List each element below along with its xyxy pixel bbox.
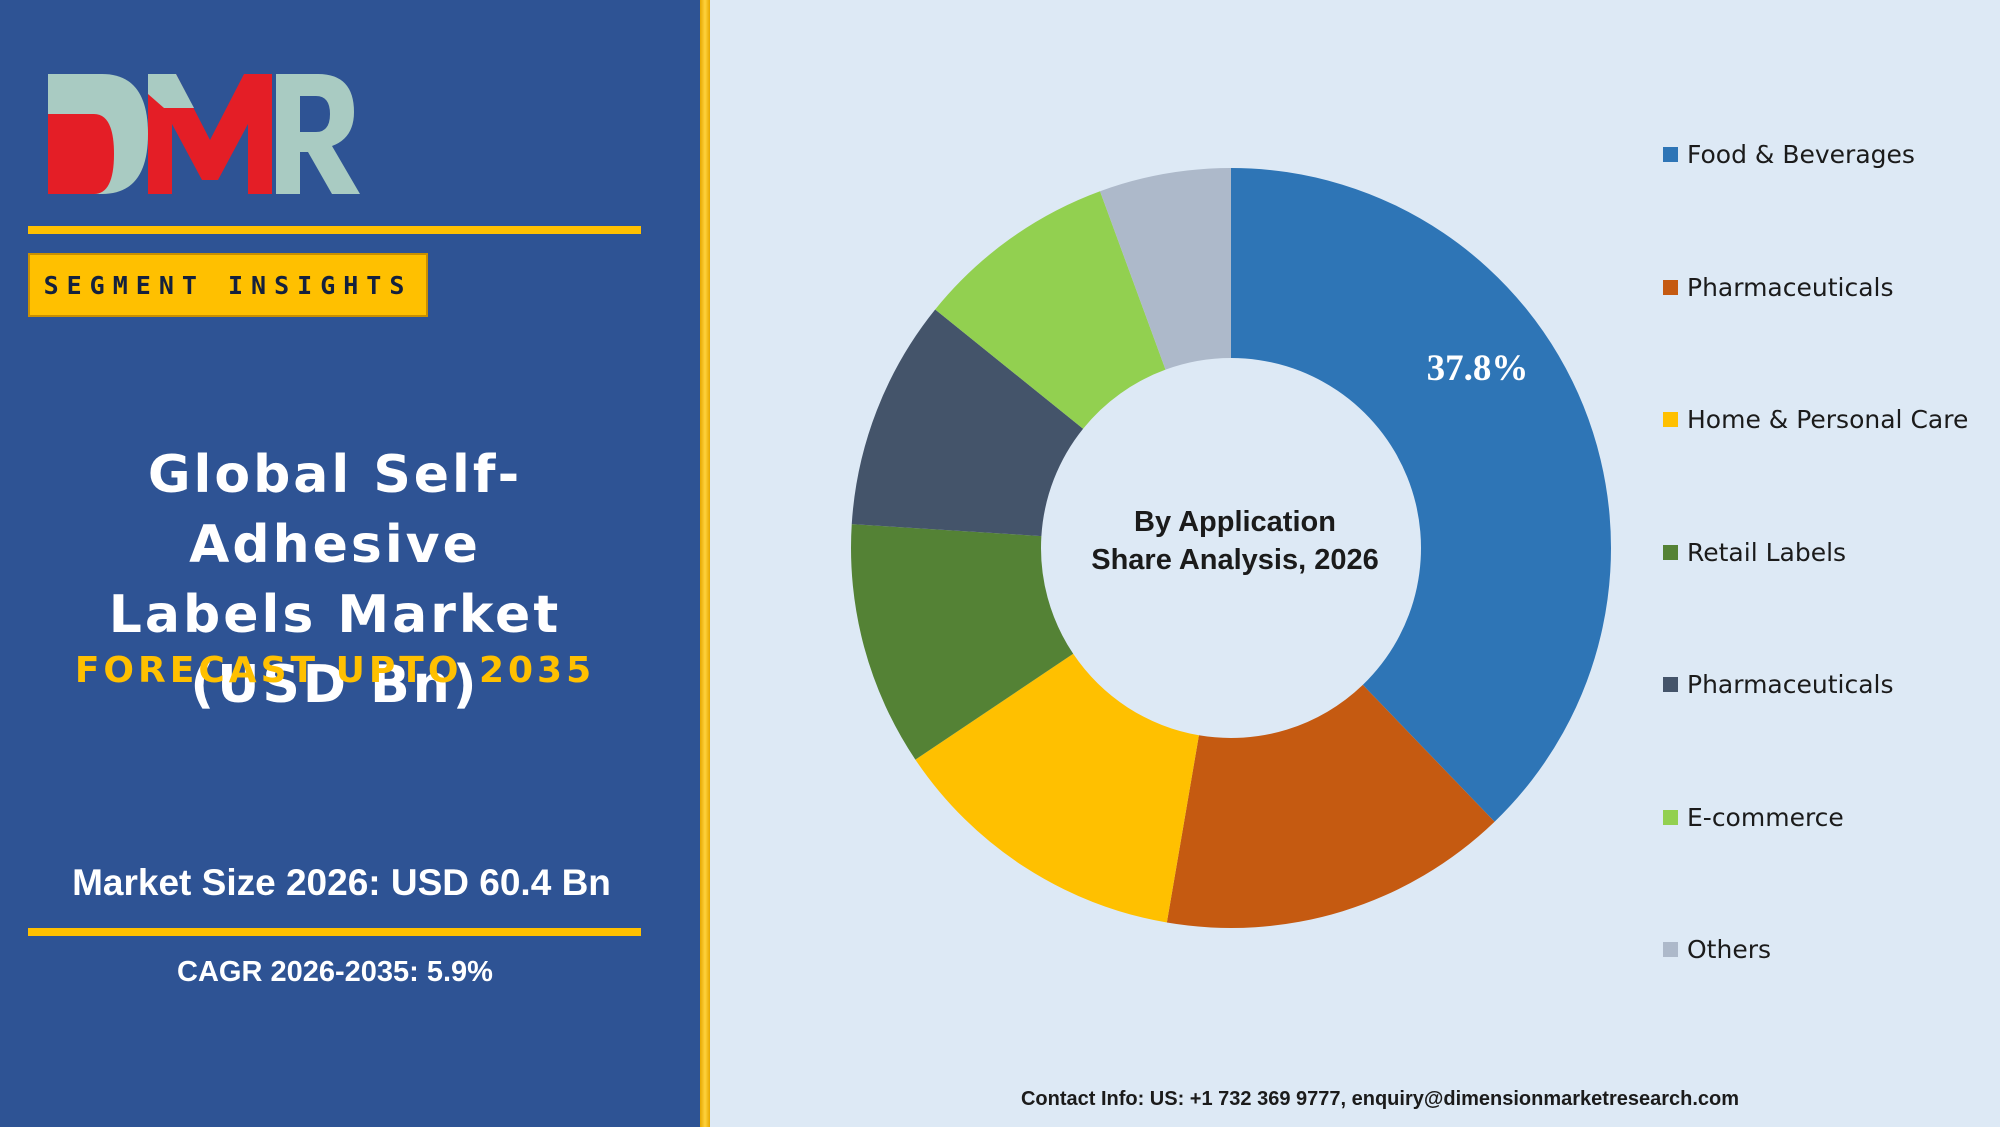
- bottom-gold-rule: [28, 928, 641, 936]
- legend-item-pharmaceuticals-1: Pharmaceuticals: [1663, 273, 1894, 302]
- contact-info: Contact Info: US: +1 732 369 9777, enqui…: [1020, 1088, 1740, 1110]
- legend-label: Others: [1687, 935, 1772, 964]
- legend-item-food-beverages-0: Food & Beverages: [1663, 140, 1915, 169]
- segment-insights-badge: SEGMENT INSIGHTS: [28, 253, 428, 317]
- dmr-logo: [48, 74, 360, 194]
- legend-label: Pharmaceuticals: [1687, 272, 1894, 302]
- legend-label: Home & Personal Care: [1687, 405, 1969, 434]
- donut-slices: [850, 168, 1611, 928]
- legend-swatch: [1663, 677, 1678, 692]
- legend-swatch: [1663, 147, 1678, 162]
- legend-label: Retail Labels: [1687, 537, 1847, 567]
- market-title: Global Self-Adhesive Labels Market (USD …: [20, 440, 650, 720]
- market-title-line3: (USD Bn): [190, 655, 480, 715]
- legend-label: Pharmaceuticals: [1687, 670, 1894, 699]
- legend-item-home-personal-care-2: Home & Personal Care: [1663, 405, 1968, 434]
- market-size: Market Size 2026: USD 60.4 Bn: [72, 862, 611, 903]
- slice-e-commerce-5: [935, 191, 1166, 429]
- cagr: CAGR 2026-2035: 5.9%: [177, 956, 493, 988]
- center-label-line1: By Application: [1134, 506, 1336, 538]
- market-title-line2: Labels Market: [108, 585, 562, 645]
- center-label-line2: Share Analysis, 2026: [1091, 544, 1379, 576]
- legend-label: E-commerce: [1687, 802, 1844, 832]
- legend-swatch: [1663, 942, 1678, 957]
- data-label-food-beverages: 37.8%: [1427, 348, 1529, 389]
- segment-insights-text: SEGMENT INSIGHTS: [43, 270, 413, 300]
- slice-home-personal-care-2: [915, 653, 1199, 923]
- slice-retail-labels-3: [850, 524, 1074, 760]
- legend-item-pharmaceuticals-4: Pharmaceuticals: [1663, 670, 1894, 699]
- slice-others-6: [1100, 168, 1231, 370]
- legend-swatch: [1663, 544, 1678, 560]
- slice-pharmaceuticals-4: [851, 309, 1084, 537]
- legend-swatch: [1663, 279, 1678, 295]
- slice-pharmaceuticals-1: [1166, 684, 1495, 928]
- legend-label: Food & Beverages: [1687, 140, 1915, 169]
- legend-item-others-6: Others: [1663, 935, 1771, 964]
- donut-data-labels: 37.8%: [1427, 348, 1529, 389]
- top-gold-rule: [28, 226, 641, 234]
- legend-swatch: [1663, 412, 1678, 427]
- legend-swatch: [1663, 809, 1678, 825]
- legend-item-e-commerce-5: E-commerce: [1663, 803, 1844, 832]
- forecast-label: FORECAST UPTO 2035: [74, 650, 596, 691]
- market-title-line1: Global Self-Adhesive: [147, 445, 523, 575]
- legend-item-retail-labels-3: Retail Labels: [1663, 538, 1846, 567]
- gold-divider: [700, 0, 710, 1127]
- slice-food-beverages-0: [1231, 168, 1611, 822]
